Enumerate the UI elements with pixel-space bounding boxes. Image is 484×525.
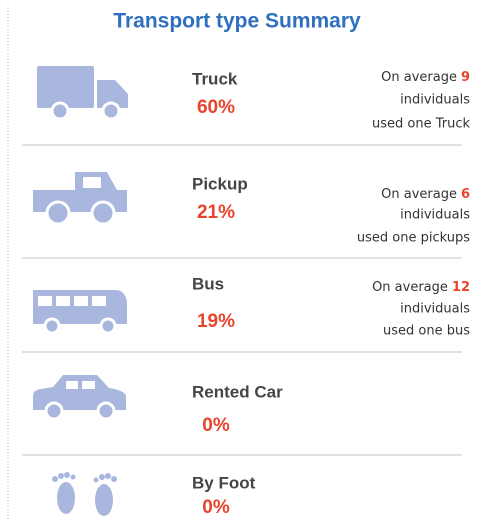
item-name: Pickup bbox=[192, 174, 248, 193]
item-percent: 0% bbox=[202, 415, 230, 436]
note-line: used one bus bbox=[383, 324, 470, 339]
item-name: Bus bbox=[192, 274, 224, 293]
pickup-icon bbox=[33, 172, 127, 226]
item-percent: 21% bbox=[197, 202, 235, 223]
footprints-icon bbox=[52, 472, 117, 516]
note-line: individuals bbox=[400, 302, 470, 317]
note-line: On average 12 bbox=[372, 280, 470, 295]
note-line: used one Truck bbox=[372, 117, 470, 132]
item-name: Truck bbox=[192, 69, 238, 88]
note-number: 9 bbox=[461, 70, 470, 85]
car-icon bbox=[33, 375, 126, 421]
note-line: On average 6 bbox=[381, 187, 470, 202]
item-percent: 0% bbox=[202, 497, 230, 518]
note-prefix: On average bbox=[381, 187, 457, 202]
item-percent: 19% bbox=[197, 311, 235, 332]
note-prefix: On average bbox=[381, 70, 457, 85]
note-prefix: On average bbox=[372, 280, 448, 295]
bus-icon bbox=[33, 290, 127, 335]
item-name: By Foot bbox=[192, 473, 256, 492]
note-number: 6 bbox=[461, 187, 470, 202]
title: Transport type Summary bbox=[113, 10, 361, 33]
item-name: Rented Car bbox=[192, 382, 283, 401]
note-line: used one pickups bbox=[357, 231, 470, 246]
note-line: individuals bbox=[400, 208, 470, 223]
note-line: individuals bbox=[400, 93, 470, 108]
truck-icon bbox=[37, 66, 128, 121]
item-percent: 60% bbox=[197, 97, 235, 118]
note-line: On average 9 bbox=[381, 70, 470, 85]
note-number: 12 bbox=[452, 280, 470, 295]
